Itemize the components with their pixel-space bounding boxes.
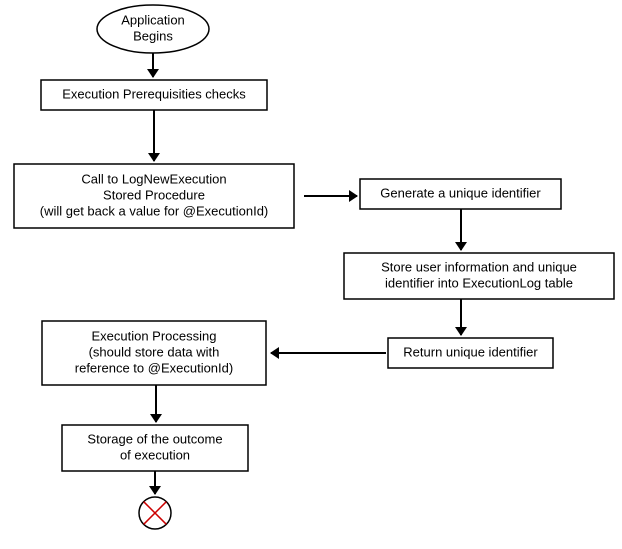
node-text: Application bbox=[121, 12, 185, 27]
node-text: Begins bbox=[133, 28, 173, 43]
flowchart: ApplicationBegins Execution Prerequisitie… bbox=[0, 0, 622, 544]
node-proc: Execution Processing(should store data w… bbox=[42, 321, 266, 385]
node-text: Storage of the outcome bbox=[87, 431, 222, 446]
node-end bbox=[139, 497, 171, 529]
node-gen: Generate a unique identifier bbox=[360, 179, 561, 209]
node-text: Execution Prerequisities checks bbox=[62, 86, 246, 101]
node-text: Store user information and unique bbox=[381, 259, 577, 274]
node-text: Execution Processing bbox=[91, 328, 216, 343]
node-text: Return unique identifier bbox=[403, 344, 538, 359]
node-store: Store user information and uniqueidentif… bbox=[344, 253, 614, 299]
node-outcome: Storage of the outcomeof execution bbox=[62, 425, 248, 471]
node-start: ApplicationBegins bbox=[97, 5, 209, 53]
node-text: Call to LogNewExecution bbox=[81, 171, 226, 186]
node-text: (will get back a value for @ExecutionId) bbox=[40, 203, 269, 218]
node-return: Return unique identifier bbox=[388, 338, 553, 368]
node-text: (should store data with bbox=[89, 344, 220, 359]
node-text: of execution bbox=[120, 447, 190, 462]
node-text: identifier into ExecutionLog table bbox=[385, 275, 573, 290]
node-text: Generate a unique identifier bbox=[380, 185, 541, 200]
node-prereq: Execution Prerequisities checks bbox=[41, 80, 267, 110]
node-text: reference to @ExecutionId) bbox=[75, 360, 233, 375]
node-call: Call to LogNewExecutionStored Procedure(… bbox=[14, 164, 294, 228]
node-text: Stored Procedure bbox=[103, 187, 205, 202]
